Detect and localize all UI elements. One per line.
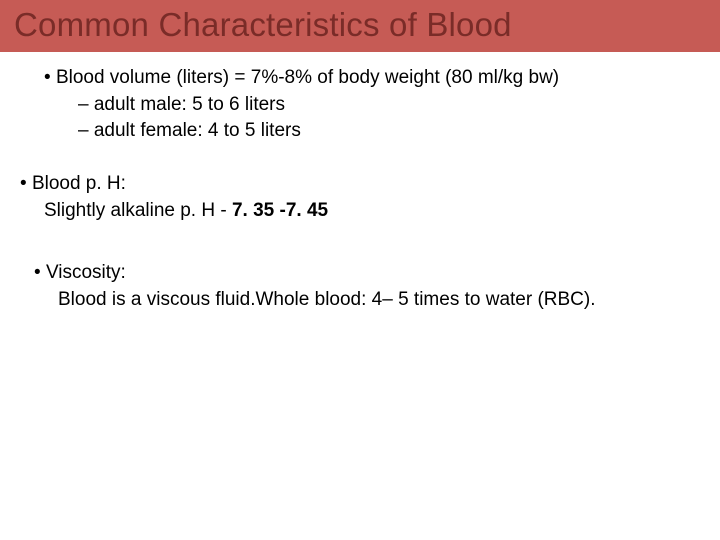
title-bar: Common Characteristics of Blood <box>0 0 720 52</box>
slide: Common Characteristics of Blood Blood vo… <box>0 0 720 540</box>
slide-title: Common Characteristics of Blood <box>14 6 706 44</box>
bullet-ph: Blood p. H: <box>20 172 720 197</box>
ph-prefix: Slightly alkaline p. H - <box>44 200 232 221</box>
viscosity-detail: Blood is a viscous fluid.Whole blood: 4–… <box>58 288 720 313</box>
bullet-volume-male: adult male: 5 to 6 liters <box>78 93 720 118</box>
ph-value: 7. 35 -7. 45 <box>232 200 328 221</box>
ph-detail: Slightly alkaline p. H - 7. 35 -7. 45 <box>44 199 720 224</box>
slide-content: Blood volume (liters) = 7%-8% of body we… <box>0 52 720 313</box>
bullet-viscosity: Viscosity: <box>34 261 720 286</box>
bullet-volume-female: adult female: 4 to 5 liters <box>78 119 720 144</box>
bullet-volume: Blood volume (liters) = 7%-8% of body we… <box>44 66 720 91</box>
